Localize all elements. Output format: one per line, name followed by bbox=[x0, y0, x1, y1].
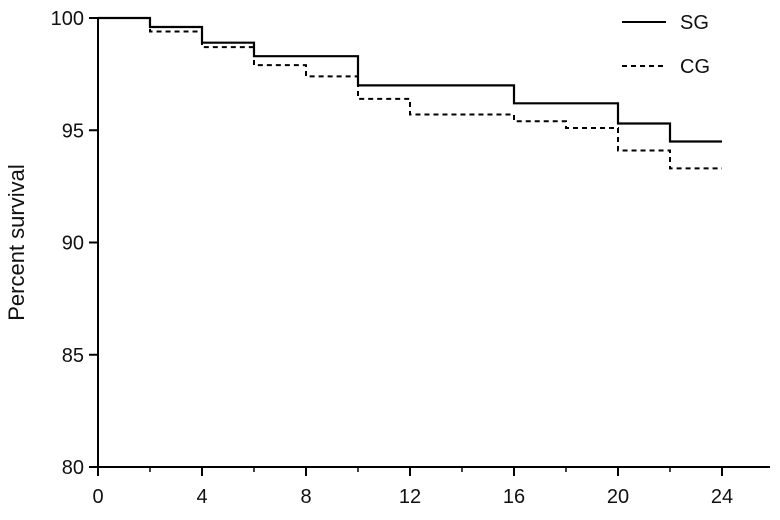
legend-cg-label: CG bbox=[680, 56, 710, 78]
y-tick-label: 95 bbox=[62, 120, 84, 142]
x-tick-label: 24 bbox=[711, 486, 733, 508]
legend-sg-label: SG bbox=[680, 12, 709, 34]
y-tick-label: 90 bbox=[62, 233, 84, 255]
x-tick-label: 0 bbox=[92, 486, 103, 508]
x-tick-label: 4 bbox=[196, 486, 207, 508]
x-tick-label: 16 bbox=[503, 486, 525, 508]
series-sg-line bbox=[98, 16, 722, 143]
legend: SG CG bbox=[622, 12, 710, 78]
x-tick-label: 12 bbox=[399, 486, 421, 508]
y-tick-label: 80 bbox=[62, 457, 84, 479]
y-tick-label: 100 bbox=[51, 8, 84, 30]
axes-layer: 80 85 90 95 100 0 4 8 12 16 20 24 bbox=[51, 8, 770, 508]
y-tick-label: 85 bbox=[62, 345, 84, 367]
x-tick-label: 20 bbox=[607, 486, 629, 508]
x-tick-label: 8 bbox=[300, 486, 311, 508]
series-layer bbox=[98, 16, 722, 170]
series-cg-line bbox=[98, 17, 722, 170]
y-axis-title: Percent survival bbox=[4, 164, 29, 321]
